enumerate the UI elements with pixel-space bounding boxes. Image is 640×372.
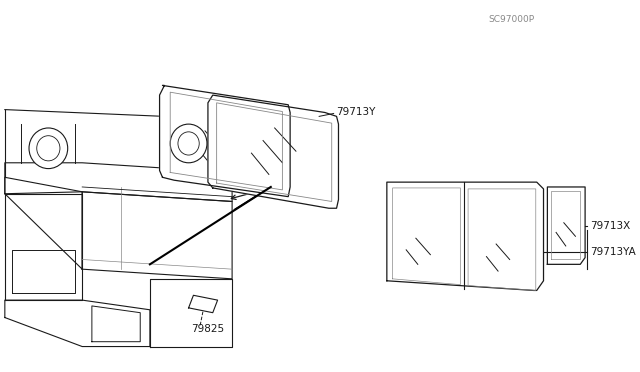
Ellipse shape (29, 128, 68, 169)
Text: SC97000P: SC97000P (488, 15, 534, 24)
Ellipse shape (178, 132, 199, 155)
Text: 79713Y: 79713Y (337, 108, 376, 118)
Text: 79713YA: 79713YA (590, 247, 636, 257)
Polygon shape (208, 95, 339, 208)
Polygon shape (5, 194, 82, 300)
Polygon shape (387, 182, 543, 291)
Text: 79911X: 79911X (261, 184, 301, 194)
Polygon shape (12, 250, 76, 294)
Text: 79713X: 79713X (590, 221, 630, 231)
Polygon shape (159, 86, 290, 197)
Text: 79825: 79825 (191, 324, 225, 334)
Polygon shape (92, 306, 140, 342)
Polygon shape (82, 192, 232, 279)
Ellipse shape (36, 136, 60, 161)
Polygon shape (547, 187, 585, 264)
Ellipse shape (170, 124, 207, 163)
Polygon shape (189, 295, 218, 313)
Polygon shape (5, 163, 232, 202)
Polygon shape (5, 300, 150, 347)
Polygon shape (5, 177, 82, 269)
Polygon shape (150, 279, 232, 347)
